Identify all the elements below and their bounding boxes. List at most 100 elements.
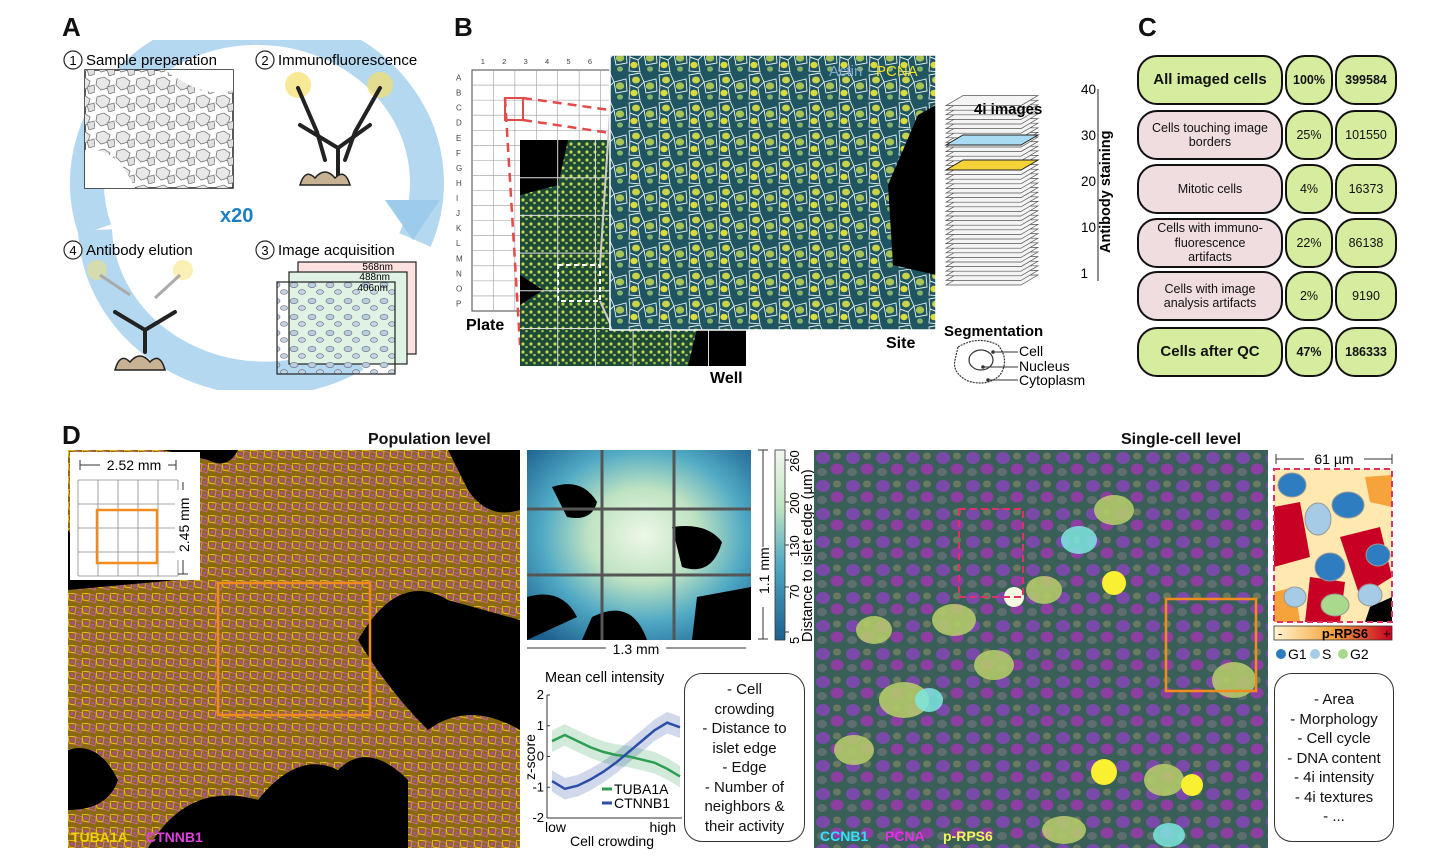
plate-row-label: A	[456, 74, 462, 83]
step-2-number: 2	[261, 53, 268, 68]
segmentation-title: Segmentation	[944, 323, 1043, 340]
qc-percentage: 4%	[1285, 164, 1333, 214]
antibody-icon	[296, 86, 382, 182]
stack-tick-40: 40	[1081, 82, 1096, 97]
site-channel-pcna: PCNA	[876, 63, 918, 80]
qc-percentage: 100%	[1285, 55, 1333, 105]
plate-row-label: H	[456, 179, 462, 188]
qc-count: 86138	[1335, 218, 1397, 268]
cycle-count: x20	[220, 205, 253, 227]
colorbar-label: Distance to islet edge (µm)	[800, 469, 816, 642]
plate-row-label: J	[456, 209, 460, 218]
plot-x-low: low	[545, 819, 567, 835]
plate-row-label: F	[456, 149, 461, 158]
qc-percentage: 47%	[1285, 327, 1333, 377]
qc-percentage: 22%	[1285, 218, 1333, 268]
plate-col-label: 5	[566, 57, 570, 66]
single-cell-crop-box	[1164, 597, 1258, 693]
plate-row-label: D	[456, 119, 462, 128]
panel-letter-b: B	[454, 12, 473, 42]
plate-row-label: M	[456, 254, 463, 263]
population-feature: - Distance to	[702, 720, 787, 737]
step-3-number: 3	[261, 243, 268, 258]
plate-col-label: 2	[502, 57, 506, 66]
step-4-label: Antibody elution	[86, 242, 193, 259]
single-cell-feature: - Cell cycle	[1297, 730, 1371, 747]
stack-tick-20: 20	[1081, 174, 1096, 189]
population-feature: - Cell	[726, 681, 762, 698]
single-cell-feature: - Area	[1313, 691, 1355, 708]
prps6-colorbar	[1273, 625, 1393, 641]
single-cell-image: CCNB1 PCNA p-RPS6	[814, 450, 1268, 848]
colorbar-tick: 130	[787, 535, 802, 557]
colorbar-tick: 5	[787, 637, 802, 644]
channel-pcna: PCNA	[885, 828, 925, 844]
wavelength-568: 568nm	[362, 262, 393, 273]
plot-y-tick: -2	[532, 810, 544, 825]
single-cell-title: Single-cell level	[1121, 431, 1242, 448]
plot-x-high: high	[650, 819, 676, 835]
site-channel-actin: Actin	[829, 63, 862, 80]
plot-legend-entry: CTNNB1	[614, 795, 670, 811]
seg-cytoplasm: Cytoplasm	[1019, 372, 1085, 388]
step-2-label: Immunofluorescence	[278, 52, 417, 69]
single-cell-features-box: - Area - Morphology - Cell cycle - DNA cont…	[1274, 673, 1394, 842]
seg-nucleus: Nucleus	[1019, 358, 1070, 374]
plot-line-ctnnb1	[551, 721, 681, 791]
colorbar-tick: 200	[787, 492, 802, 514]
plate-col-label: 3	[524, 57, 528, 66]
plot-legend-entry: TUBA1A	[614, 781, 669, 797]
plot-y-label: z-score	[522, 734, 538, 780]
channel-tuba1a: TUBA1A	[71, 829, 128, 845]
plot-x-label: Cell crowding	[570, 833, 654, 849]
panel-a-diagram: 1 Sample preparation 2 Immunofluorescenc…	[63, 40, 444, 390]
qc-label: Mitotic cells	[1137, 164, 1283, 214]
population-crop-box	[216, 581, 372, 717]
population-feature: neighbors &	[704, 798, 785, 815]
plate-inset: 2.52 mm 2.45 mm	[70, 452, 200, 580]
dashed-crop-box	[958, 508, 1024, 598]
qc-count: 16373	[1335, 164, 1397, 214]
plot-line-tuba1a	[551, 733, 681, 778]
qc-label: All imaged cells	[1137, 55, 1283, 105]
channel-ccnb1: CCNB1	[820, 828, 868, 844]
qc-label: Cells with image analysis artifacts	[1137, 271, 1283, 321]
eluted-antibody-icon	[113, 310, 177, 354]
phase-s: S	[1322, 646, 1331, 662]
phase-g2: G2	[1350, 646, 1369, 662]
plate-row-label: O	[456, 284, 462, 293]
distance-colorbar	[774, 449, 786, 641]
crowding-plot: Mean cell intensity z-score 2 1 0 -1 -2 TUBA…	[522, 670, 682, 849]
stack-tick-10: 10	[1081, 220, 1096, 235]
wavelength-488: 488nm	[359, 272, 390, 283]
colorbar-tick: 70	[787, 585, 802, 599]
step-1-number: 1	[69, 53, 76, 68]
single-cell-feature: - 4i textures	[1294, 788, 1374, 806]
qc-percentage: 2%	[1285, 271, 1333, 321]
qc-label: Cells after QC	[1137, 327, 1283, 377]
stack-axis-label: Antibody staining	[1098, 131, 1114, 253]
population-title: Population level	[368, 431, 491, 448]
map-height-label: 1.1 mm	[756, 547, 772, 594]
phase-g1: G1	[1288, 646, 1307, 662]
stack-title: 4i images	[974, 101, 1042, 118]
plot-y-tick: -1	[532, 779, 544, 794]
distance-map: 1.1 mm 1.3 mm 260 200 130 70 5 Distance to i…	[527, 449, 816, 657]
stack-tick-1: 1	[1080, 266, 1088, 281]
plate-row-label: E	[456, 134, 461, 143]
plate-row-label: C	[456, 104, 462, 113]
plate-row-label: N	[456, 269, 462, 278]
plate-row-label: L	[456, 239, 461, 248]
prps6-minus: -	[1278, 626, 1282, 641]
population-feature: - Edge	[722, 759, 767, 776]
cycle-arrow-head	[385, 200, 440, 240]
crop-scale-label: 61 µm	[1314, 451, 1353, 467]
population-features-box: - Cell crowding - Distance to islet edge - E…	[684, 673, 805, 842]
plot-y-tick: 0	[537, 749, 544, 764]
qc-count: 186333	[1335, 327, 1397, 377]
site-label: Site	[886, 335, 915, 352]
antigen-icon	[298, 171, 352, 186]
qc-label: Cells with immuno-fluorescence artifacts	[1137, 218, 1283, 268]
seg-cell: Cell	[1019, 343, 1043, 359]
qc-count: 9190	[1335, 271, 1397, 321]
